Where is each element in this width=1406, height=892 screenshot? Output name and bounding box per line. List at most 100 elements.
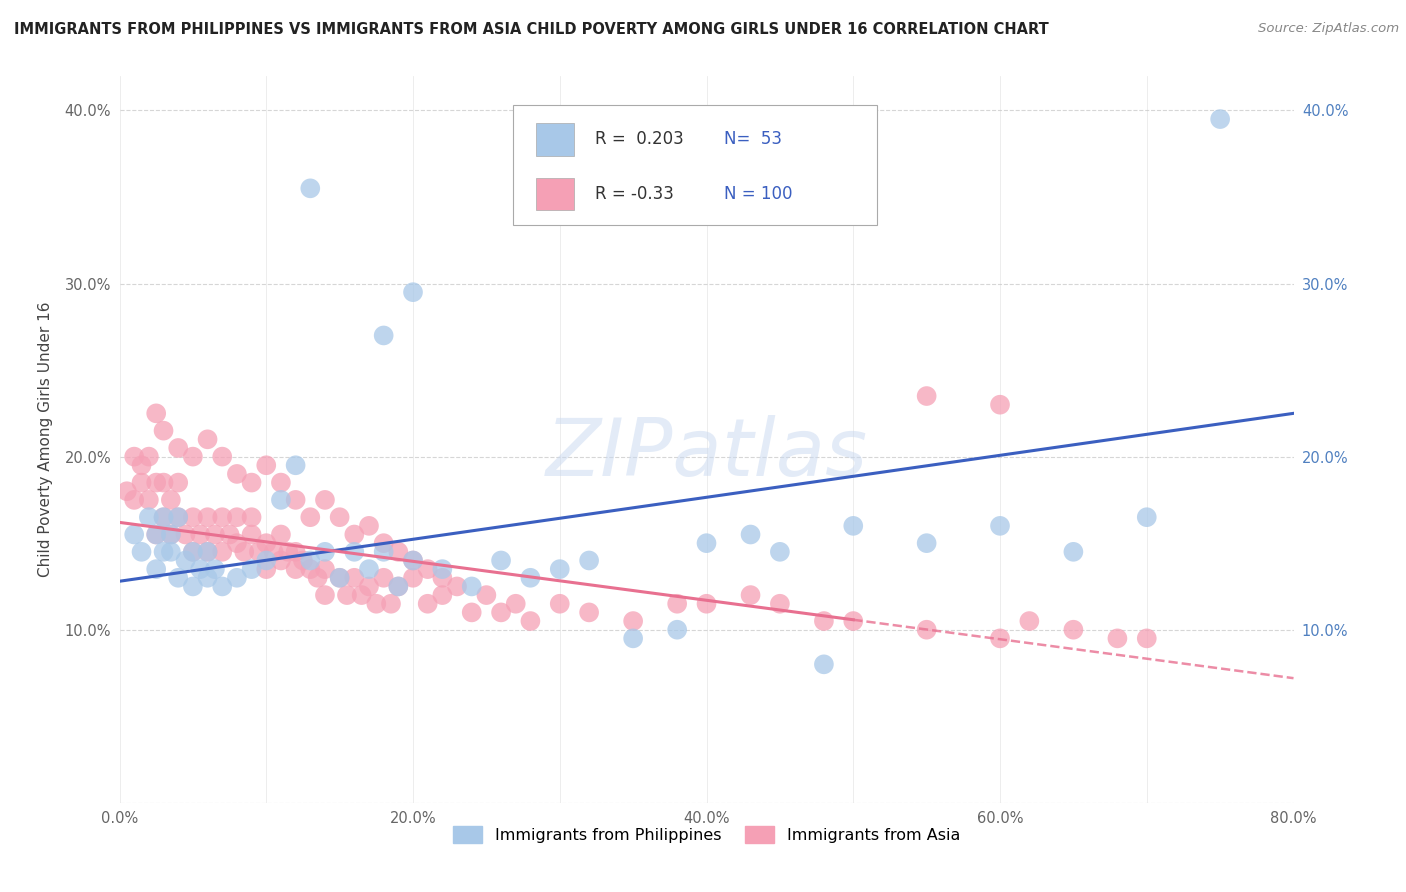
Point (402, 553, 425, 567)
Point (329, 571, 352, 585)
Point (204, 527, 226, 541)
Point (402, 285, 425, 300)
Point (152, 510, 174, 524)
Point (270, 475, 292, 490)
Point (357, 519, 380, 533)
Point (152, 545, 174, 559)
Point (240, 510, 263, 524)
Text: N=  53: N= 53 (724, 130, 782, 148)
Point (160, 527, 183, 541)
Point (519, 571, 541, 585)
Point (446, 579, 468, 593)
Point (167, 571, 190, 585)
Point (138, 450, 160, 464)
Point (270, 553, 292, 567)
Point (225, 536, 249, 550)
Point (160, 527, 183, 541)
Point (167, 510, 190, 524)
Point (1018, 614, 1040, 628)
Point (122, 527, 145, 541)
Point (284, 458, 307, 473)
Text: ZIPatlas: ZIPatlas (546, 415, 868, 493)
Point (336, 588, 359, 602)
Point (284, 545, 307, 559)
Point (387, 579, 409, 593)
Point (254, 562, 277, 576)
Point (254, 553, 277, 567)
Point (167, 475, 190, 490)
Point (299, 562, 322, 576)
Point (197, 510, 219, 524)
Point (1209, 112, 1232, 127)
Point (167, 441, 190, 455)
Point (813, 614, 835, 628)
Point (240, 562, 263, 576)
Point (181, 510, 204, 524)
Point (769, 545, 792, 559)
Point (174, 527, 197, 541)
Point (122, 450, 145, 464)
Point (666, 623, 689, 637)
Point (211, 579, 233, 593)
Text: R =  0.203: R = 0.203 (595, 130, 683, 148)
Point (915, 623, 938, 637)
Point (696, 536, 718, 550)
Bar (536, 123, 574, 156)
Point (152, 424, 174, 438)
Point (357, 579, 380, 593)
Point (489, 553, 512, 567)
Point (138, 492, 160, 507)
Point (115, 484, 138, 499)
Point (188, 527, 211, 541)
Point (769, 597, 792, 611)
Point (211, 510, 233, 524)
Point (291, 553, 314, 567)
Point (314, 588, 336, 602)
Point (181, 545, 204, 559)
Point (402, 553, 425, 567)
Point (740, 588, 762, 602)
Point (299, 510, 322, 524)
Point (225, 510, 249, 524)
Point (197, 571, 219, 585)
Point (915, 536, 938, 550)
Point (1136, 510, 1159, 524)
Point (167, 510, 190, 524)
Point (314, 492, 336, 507)
Point (1062, 545, 1084, 559)
Point (387, 545, 409, 559)
Point (247, 545, 270, 559)
Point (197, 545, 219, 559)
Point (152, 510, 174, 524)
Point (277, 545, 299, 559)
Point (254, 458, 277, 473)
Point (343, 545, 366, 559)
Point (666, 597, 689, 611)
Point (299, 553, 322, 567)
Point (988, 632, 1011, 646)
Point (131, 475, 153, 490)
Point (578, 553, 600, 567)
Point (152, 475, 174, 490)
Point (1136, 632, 1159, 646)
Point (475, 588, 498, 602)
Point (314, 545, 336, 559)
Legend: Immigrants from Philippines, Immigrants from Asia: Immigrants from Philippines, Immigrants … (447, 820, 966, 849)
Point (181, 450, 204, 464)
Point (254, 536, 277, 550)
Point (380, 597, 402, 611)
Point (432, 562, 454, 576)
Point (138, 510, 160, 524)
Point (460, 579, 484, 593)
Point (460, 606, 484, 620)
Bar (536, 178, 574, 211)
Point (519, 614, 541, 628)
Point (387, 579, 409, 593)
Point (204, 562, 226, 576)
Point (122, 492, 145, 507)
Point (263, 545, 285, 559)
Text: N = 100: N = 100 (724, 185, 793, 203)
Point (145, 475, 167, 490)
Text: R = -0.33: R = -0.33 (595, 185, 673, 203)
Point (211, 450, 233, 464)
